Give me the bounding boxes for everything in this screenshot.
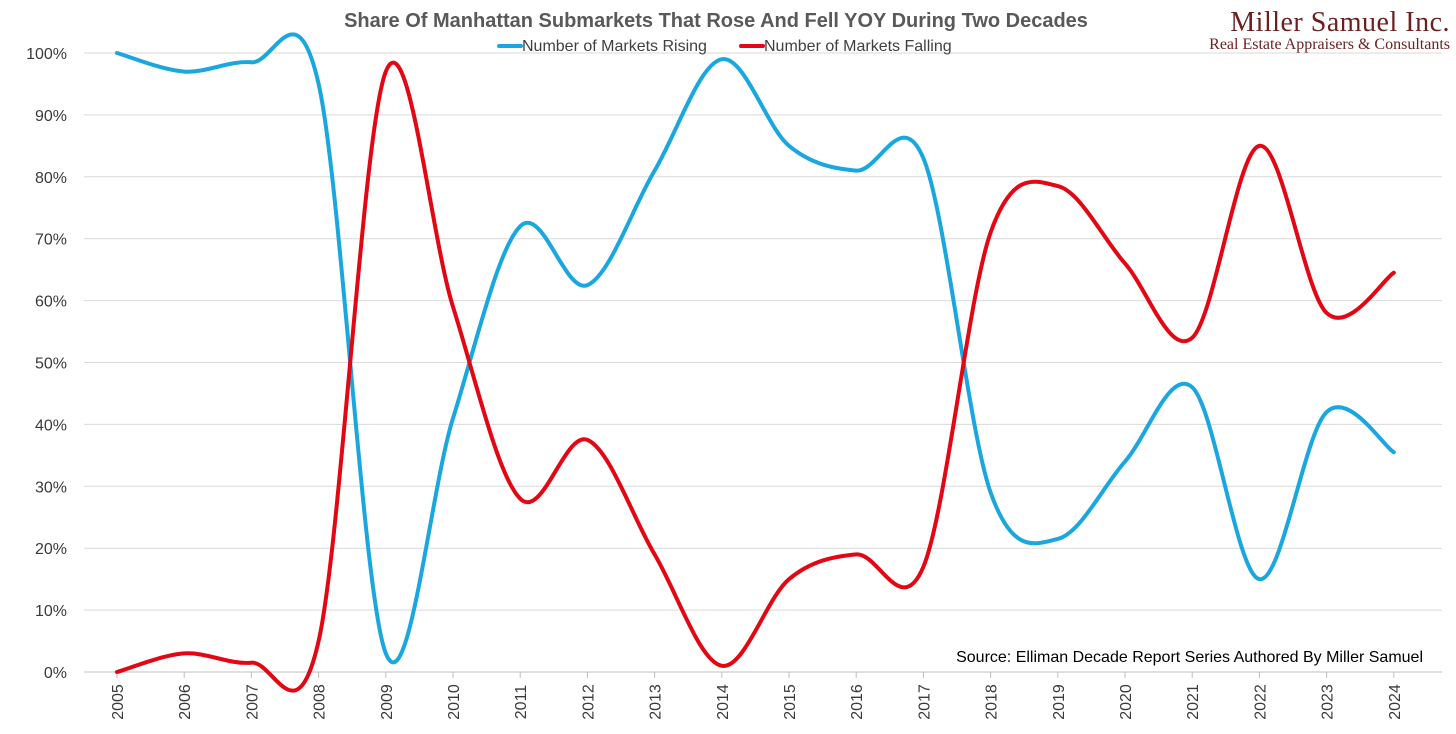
legend-label-falling: Number of Markets Falling <box>764 38 952 55</box>
logo-name: Miller Samuel Inc. <box>1230 7 1450 38</box>
x-tick-label: 2016 <box>849 684 866 720</box>
axes: 0% 10% 20% 30% 40% 50% 60% 70% 80% 90% 100% 2005 200… <box>26 46 1442 720</box>
x-tick-label: 2007 <box>244 684 261 720</box>
company-logo: Miller Samuel Inc. Real Estate Appraiser… <box>1209 7 1450 53</box>
y-tick-label: 100% <box>26 46 67 63</box>
x-tick-label: 2009 <box>379 684 396 720</box>
x-tick-label: 2017 <box>916 684 933 720</box>
x-tick-label: 2021 <box>1185 684 1202 720</box>
y-tick-label: 10% <box>35 603 67 620</box>
series-line-rising <box>115 32 1396 665</box>
gridlines <box>84 52 1442 611</box>
source-annotation: Source: Elliman Decade Report Series Aut… <box>956 649 1423 666</box>
x-tick-label: 2012 <box>580 684 597 720</box>
y-tick-label: 30% <box>35 479 67 496</box>
chart-title: Share Of Manhattan Submarkets That Rose … <box>344 10 1088 32</box>
series <box>115 32 1396 693</box>
logo-tagline: Real Estate Appraisers & Consultants <box>1209 36 1450 53</box>
legend-label-rising: Number of Markets Rising <box>522 38 707 55</box>
series-line-falling <box>115 60 1396 693</box>
x-tick-label: 2013 <box>648 684 665 720</box>
x-tick-label: 2015 <box>782 684 799 720</box>
x-tick-label: 2018 <box>984 684 1001 720</box>
x-tick-label: 2020 <box>1118 684 1135 720</box>
x-tick-label: 2023 <box>1320 684 1337 720</box>
y-tick-label: 40% <box>35 417 67 434</box>
y-tick-label: 70% <box>35 232 67 249</box>
y-tick-label: 60% <box>35 294 67 311</box>
y-tick-label: 90% <box>35 108 67 125</box>
y-tick-label: 0% <box>44 665 67 682</box>
x-tick-label: 2005 <box>110 684 127 720</box>
y-tick-label: 50% <box>35 356 67 373</box>
x-tick-label: 2011 <box>513 685 530 720</box>
y-tick-label: 80% <box>35 170 67 187</box>
x-tick-label: 2014 <box>715 684 732 720</box>
x-tick-label: 2008 <box>312 684 329 720</box>
legend: Number of Markets Rising Number of Marke… <box>497 38 952 55</box>
x-tick-label: 2006 <box>177 684 194 720</box>
y-tick-label: 20% <box>35 541 67 558</box>
x-tick-label: 2010 <box>446 684 463 720</box>
x-tick-label: 2024 <box>1387 684 1404 720</box>
x-tick-label: 2022 <box>1252 684 1269 720</box>
x-tick-label: 2019 <box>1051 684 1068 720</box>
